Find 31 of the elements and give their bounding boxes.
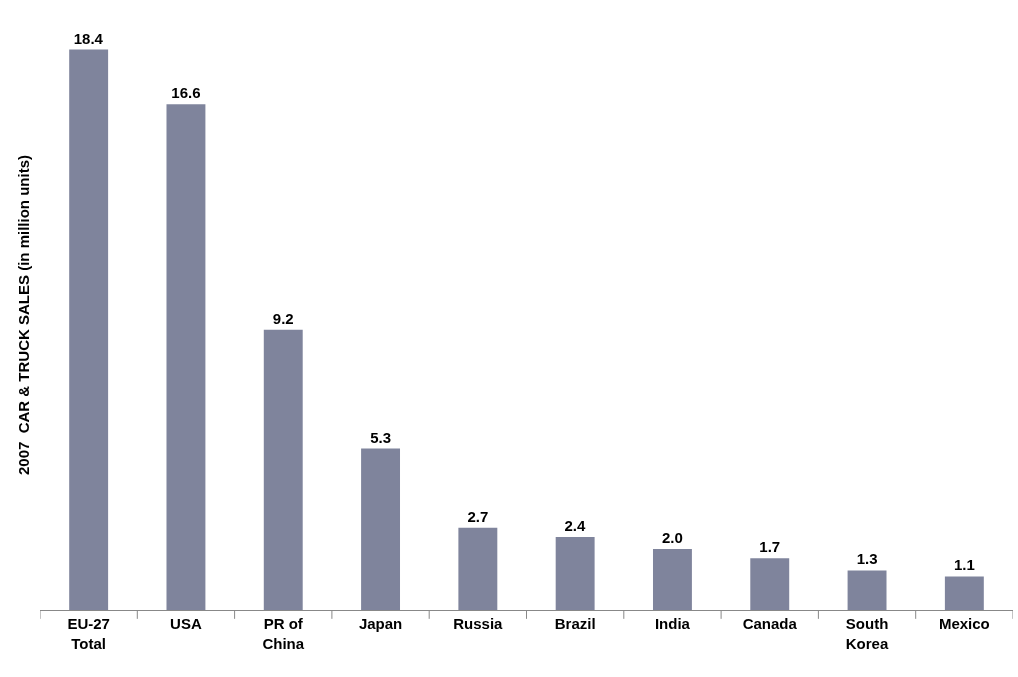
- data-label: 2.4: [564, 516, 586, 534]
- bar: [750, 558, 790, 610]
- bar: [166, 104, 206, 610]
- x-tick-label: South Korea: [845, 615, 889, 652]
- x-tick-label: Japan: [358, 615, 403, 632]
- data-label: 2.0: [662, 529, 683, 547]
- bar: [555, 536, 595, 610]
- data-label: 1.3: [856, 550, 878, 568]
- bar: [263, 329, 303, 610]
- bar: [944, 576, 984, 610]
- bar: [361, 448, 401, 610]
- data-label: 1.7: [759, 538, 781, 556]
- y-axis-title: 2007 CAR & TRUCK SALES (in million units): [15, 154, 33, 476]
- bar: [652, 549, 692, 610]
- x-tick-label: EU-27 Total: [67, 615, 110, 652]
- bar: [69, 49, 109, 610]
- data-label: 1.1: [953, 556, 975, 574]
- bar: [847, 570, 887, 610]
- data-label: 16.6: [171, 84, 201, 102]
- bar: [458, 527, 498, 610]
- data-label: 5.3: [370, 428, 391, 446]
- x-tick-label: PR of China: [262, 615, 305, 652]
- x-tick-label: Canada: [742, 615, 798, 632]
- x-tick-label: Russia: [453, 615, 504, 632]
- data-label: 9.2: [272, 309, 294, 327]
- x-tick-label: Mexico: [938, 615, 990, 632]
- x-tick-label: Brazil: [554, 615, 596, 632]
- data-label: 2.7: [467, 507, 489, 525]
- x-tick-label: USA: [170, 615, 202, 632]
- x-tick-label: India: [654, 615, 691, 632]
- data-label: 18.4: [73, 29, 104, 47]
